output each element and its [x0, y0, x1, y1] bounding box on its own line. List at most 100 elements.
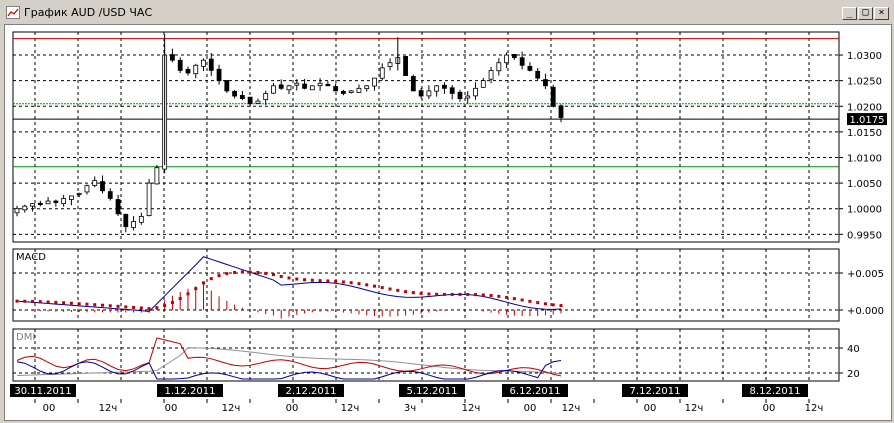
candle-body: [53, 200, 59, 203]
candle-body: [30, 203, 35, 207]
candle-body: [22, 205, 28, 211]
dmi-tick-1: 40: [847, 344, 860, 355]
hour-label: 00: [763, 403, 776, 414]
macd-signal-dot: [271, 273, 275, 277]
candle-body: [123, 213, 129, 228]
candle-body: [434, 85, 440, 92]
macd-signal-dot: [365, 283, 369, 287]
date-label: 8.12.2011: [750, 386, 801, 397]
macd-signal-dot: [287, 276, 291, 280]
macd-signal-dot: [388, 287, 392, 291]
candle-body: [294, 82, 300, 86]
candle-body: [286, 85, 292, 91]
macd-signal-dot: [295, 277, 299, 281]
candle-body: [488, 70, 494, 80]
candle-body: [309, 85, 315, 91]
macd-signal-dot: [435, 292, 439, 296]
macd-signal-dot: [23, 299, 27, 303]
candle-body: [107, 191, 113, 199]
candle-body: [372, 77, 377, 87]
date-label: 7.12.2011: [630, 386, 681, 397]
candle-body: [550, 86, 556, 107]
hour-label: 00: [644, 403, 657, 414]
chart-area[interactable]: 1.0300 1.0250 1.0200 1.0150 1.0100 1.0050 1.00…: [4, 24, 892, 421]
candle-body: [69, 195, 74, 200]
candle-body: [185, 68, 191, 74]
candle-body: [387, 62, 393, 67]
macd-signal-dot: [62, 301, 66, 305]
candle-body: [317, 82, 323, 87]
current-price-label: 1.0175: [850, 115, 885, 126]
close-button[interactable]: ×: [874, 7, 889, 20]
macd-histogram: [24, 283, 562, 319]
candle-body: [504, 54, 510, 64]
hour-label: 12ч: [562, 403, 581, 414]
dmi-adx-line: [16, 347, 562, 376]
candle-body: [201, 59, 206, 67]
candle-body: [232, 90, 238, 97]
candle-body: [442, 84, 447, 89]
macd-label: MACD: [16, 252, 46, 263]
dmi-panel[interactable]: [12, 328, 840, 382]
candle-body: [216, 68, 222, 82]
candle-body: [449, 87, 455, 94]
chart-canvas[interactable]: 1.0300 1.0250 1.0200 1.0150 1.0100 1.0050 1.00…: [5, 25, 891, 420]
hour-label: 3ч: [404, 403, 416, 414]
candle-body: [535, 70, 541, 79]
macd-signal-dot: [225, 272, 229, 276]
candle-body: [115, 199, 121, 215]
macd-signal-dot: [38, 300, 42, 304]
hour-label: 12ч: [222, 403, 241, 414]
macd-signal-dot: [512, 297, 516, 301]
macd-signal-dot: [31, 299, 35, 303]
macd-signal-dot: [303, 278, 307, 282]
candle-body: [45, 200, 51, 205]
date-label: 1.12.2011: [165, 386, 216, 397]
macd-signal-dot: [100, 303, 104, 307]
macd-signal-dot: [466, 292, 470, 296]
macd-signal-dot: [217, 274, 221, 278]
macd-signal-dot: [139, 306, 143, 310]
candle-body: [527, 65, 533, 71]
candle-body: [480, 80, 486, 88]
candle-body: [224, 80, 230, 92]
window-title: График AUD /USD ЧАС: [24, 6, 153, 19]
minimize-button[interactable]: _: [842, 7, 857, 20]
price-tick-label: 1.0150: [847, 128, 882, 139]
title-bar[interactable]: График AUD /USD ЧАС _ □ ×: [2, 2, 890, 22]
candle-body: [519, 57, 525, 66]
macd-signal-dot: [147, 307, 151, 311]
candle-body: [543, 79, 548, 87]
macd-signal-dot: [202, 281, 206, 285]
macd-signal-dot: [349, 281, 353, 285]
macd-signal-dot: [536, 301, 540, 305]
macd-signal-dot: [497, 294, 501, 298]
macd-panel[interactable]: [12, 248, 840, 322]
macd-signal-dot: [46, 300, 50, 304]
candle-body: [325, 83, 331, 87]
candle-body: [302, 83, 307, 89]
hour-label: 12ч: [341, 403, 360, 414]
macd-signal-dot: [279, 274, 283, 278]
macd-signal-dot: [326, 279, 330, 283]
candle-body: [356, 87, 362, 93]
hour-label: 12ч: [99, 403, 118, 414]
candle-body: [14, 208, 20, 214]
macd-signal-dot: [427, 292, 431, 296]
candle-body: [131, 221, 136, 228]
macd-signal-dot: [474, 293, 478, 297]
macd-signal-dot: [170, 300, 174, 304]
macd-signal-dot: [108, 304, 112, 308]
hour-label: 12ч: [685, 403, 704, 414]
price-tick-label: 1.0050: [847, 179, 882, 190]
price-panel[interactable]: [12, 31, 840, 243]
price-tick-label: 1.0200: [847, 102, 882, 113]
macd-signal-dot: [334, 279, 338, 283]
candle-body: [457, 91, 463, 99]
macd-tick-2: +0.000: [847, 306, 884, 317]
candle-body: [340, 90, 346, 94]
maximize-button[interactable]: □: [858, 7, 873, 20]
hour-label: 12ч: [462, 403, 481, 414]
candle-body: [558, 105, 564, 118]
candle-body: [348, 90, 354, 93]
